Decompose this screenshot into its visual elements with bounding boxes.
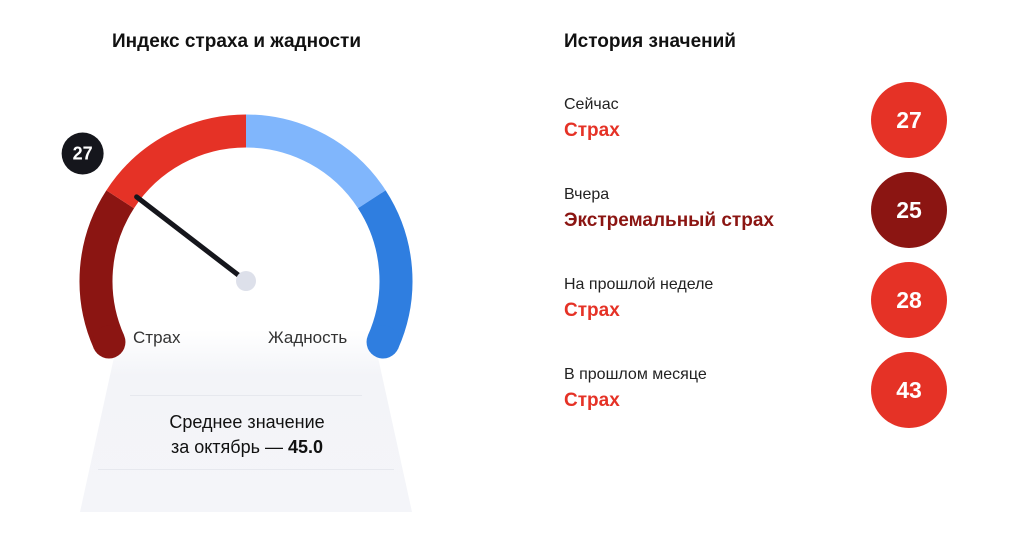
fear-greed-gauge: 27 xyxy=(61,114,413,512)
average-text: Среднее значение за октябрь — 45.0 xyxy=(100,410,394,460)
history-status: Экстремальный страх xyxy=(564,210,774,231)
divider xyxy=(130,395,362,396)
value-badge-text: 27 xyxy=(73,144,93,164)
history-status: Страх xyxy=(564,300,620,321)
history-item: В прошлом месяце Страх xyxy=(564,366,707,412)
average-line1: Среднее значение xyxy=(169,412,325,432)
history-item: Вчера Экстремальный страх xyxy=(564,186,774,232)
history-period: В прошлом месяце xyxy=(564,366,707,383)
history-value-circle: 27 xyxy=(871,82,947,158)
gauge-segments xyxy=(79,114,413,359)
greed-label: Жадность xyxy=(268,328,348,347)
history-value-circle: 25 xyxy=(871,172,947,248)
gauge-needle xyxy=(134,194,241,278)
history-title: История значений xyxy=(564,31,736,52)
history-status: Страх xyxy=(564,390,620,411)
gauge-segment-cap xyxy=(366,325,400,359)
history-item: Сейчас Страх xyxy=(564,96,620,142)
average-prefix: за октябрь — xyxy=(170,437,288,457)
gauge-segment-0 xyxy=(79,190,135,349)
divider xyxy=(98,469,394,470)
history-item: На прошлой неделе Страх xyxy=(564,276,713,322)
gauge-title: Индекс страха и жадности xyxy=(112,31,361,52)
value-badge xyxy=(61,132,104,175)
gauge-segment-cap xyxy=(92,325,126,359)
average-value: 45.0 xyxy=(288,437,324,457)
history-value-circle: 28 xyxy=(871,262,947,338)
history-period: Вчера xyxy=(564,186,610,203)
gauge-segment-3 xyxy=(357,190,413,349)
history-value-circle: 43 xyxy=(871,352,947,428)
average-panel-background xyxy=(80,330,412,512)
fear-label: Страх xyxy=(133,328,181,347)
gauge-segment-2 xyxy=(245,114,386,209)
average-line2: за октябрь — 45.0 xyxy=(100,435,394,460)
history-period: Сейчас xyxy=(564,96,619,113)
gauge-segment-1 xyxy=(106,114,247,209)
gauge-pivot xyxy=(236,271,256,291)
history-status: Страх xyxy=(564,120,620,141)
history-period: На прошлой неделе xyxy=(564,276,714,293)
